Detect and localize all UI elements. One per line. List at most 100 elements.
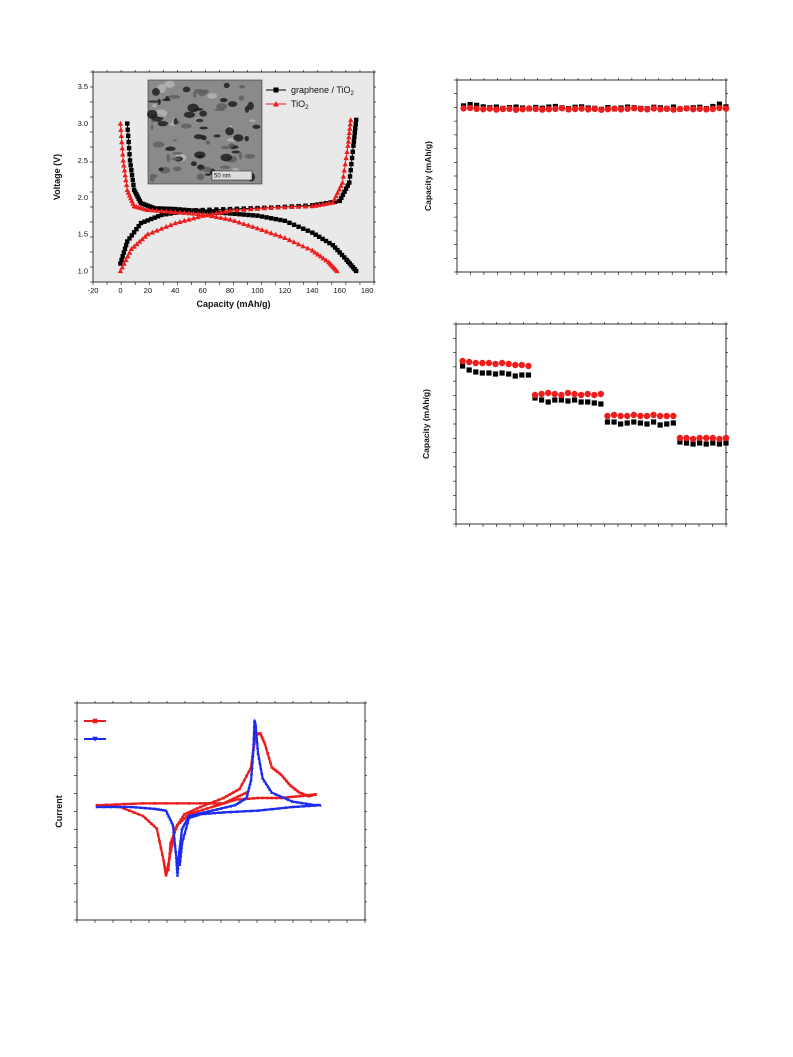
cv-series-0-outer-point bbox=[294, 788, 298, 792]
cv-series-1-inner-point bbox=[290, 805, 295, 809]
cv-series-0-inner-point bbox=[201, 808, 205, 812]
cv-series-1-inner-point bbox=[191, 814, 196, 818]
cv-series-1-outer-point bbox=[115, 805, 120, 809]
rate-series-1-point bbox=[696, 434, 703, 442]
cv-series-1-inner-point bbox=[296, 804, 300, 808]
series-0-discharge-point bbox=[143, 202, 148, 208]
cv-series-1-inner-point bbox=[263, 808, 267, 812]
cv-series-1-outer-point bbox=[235, 801, 240, 806]
series-0-charge-point bbox=[138, 220, 144, 226]
cycling-series-1-point bbox=[696, 105, 703, 113]
rate-series-0-point bbox=[539, 397, 545, 403]
rate-series-0-point bbox=[604, 419, 611, 425]
rate-series-1-point bbox=[479, 359, 486, 367]
cv-series-0-outer-point bbox=[163, 868, 167, 871]
cv-series-0-outer-point bbox=[155, 827, 159, 830]
series-0-discharge-point bbox=[150, 205, 155, 210]
series-0-charge-point bbox=[142, 219, 147, 224]
rate-series-0-point bbox=[624, 420, 630, 426]
rate-series-0-point bbox=[585, 399, 591, 405]
rate-series-0-point bbox=[466, 367, 472, 373]
series-1-charge-point bbox=[123, 257, 129, 263]
series-0-charge-point bbox=[340, 192, 346, 198]
series-0-discharge-point bbox=[255, 213, 260, 218]
cv-series-0-outer-point bbox=[231, 791, 235, 794]
series-0-discharge-point bbox=[145, 203, 151, 208]
cv-series-0-inner-point bbox=[217, 803, 221, 807]
rate-series-1-point bbox=[624, 412, 631, 420]
rate-series-0-point bbox=[459, 363, 466, 369]
series-1-discharge-point bbox=[254, 225, 261, 231]
series-1-discharge-point bbox=[309, 247, 316, 253]
cv-series-0-outer-point bbox=[301, 792, 305, 796]
cv-series-1-inner-point bbox=[189, 815, 194, 819]
cv-series-1-outer-point bbox=[152, 807, 157, 811]
y-tick-label: 1.5 bbox=[78, 230, 88, 239]
rate-series-0-point bbox=[611, 419, 617, 425]
cv-series-1-outer-point bbox=[260, 776, 265, 780]
series-1-charge-point bbox=[347, 117, 354, 123]
series-0-discharge-point bbox=[320, 236, 325, 242]
cycling-series-1-point bbox=[598, 106, 605, 113]
rate-series-1-point bbox=[459, 357, 466, 365]
series-1-charge-point bbox=[346, 130, 353, 135]
series-1-charge-point bbox=[344, 149, 350, 155]
series-0-charge-point bbox=[353, 121, 358, 127]
rate-series-1-point bbox=[512, 361, 519, 369]
series-0-discharge-point bbox=[310, 230, 315, 235]
cycling-series-1-point bbox=[499, 105, 507, 113]
cv-y-axis-label: Current bbox=[54, 795, 64, 828]
series-1-charge-point bbox=[218, 209, 224, 215]
series-1-charge-point bbox=[177, 219, 183, 225]
cycling-series-1-point bbox=[650, 105, 658, 112]
cv-series-1-outer-point bbox=[278, 794, 282, 798]
cv-series-0-inner-point bbox=[192, 811, 195, 815]
series-1-discharge-point bbox=[121, 167, 128, 173]
x-tick-label: -20 bbox=[88, 286, 99, 295]
rate-series-1-point bbox=[558, 391, 565, 399]
voltage-profile-chart: 50 nm -20 0 20 40 60 80 100 120 140 160 180 1.0 1.5 2.… bbox=[52, 70, 376, 309]
inset-particle bbox=[199, 126, 208, 130]
series-1-charge-point bbox=[331, 196, 338, 202]
cv-series-1-outer-point bbox=[175, 870, 180, 874]
cv-legend-marker-0 bbox=[92, 718, 98, 724]
cv-series-0-inner-point bbox=[287, 795, 290, 799]
cv-series-0-outer-point bbox=[161, 853, 164, 856]
series-1-charge-point bbox=[346, 134, 352, 140]
series-0-discharge-point bbox=[127, 158, 133, 163]
series-0-discharge-point bbox=[152, 206, 157, 211]
cv-series-1-outer-point bbox=[169, 820, 174, 824]
cv-series-1-inner-point bbox=[180, 841, 184, 845]
cycling-series-1-point bbox=[466, 104, 474, 112]
cv-series-0-outer-point bbox=[149, 822, 153, 825]
series-0-charge-point bbox=[339, 195, 344, 201]
cycling-series-1-point bbox=[486, 105, 494, 112]
cv-series-1-outer-point bbox=[172, 836, 177, 840]
cv-series-1-outer-point bbox=[242, 797, 246, 801]
cv-series-0-inner-point bbox=[290, 795, 294, 799]
cv-series-0-outer-point bbox=[296, 789, 299, 793]
cv-series-1-outer-point bbox=[295, 800, 299, 804]
inset-particle bbox=[244, 135, 250, 142]
cv-series-0-base-point bbox=[141, 802, 145, 805]
cv-series-1-outer-point bbox=[181, 824, 186, 828]
series-0-charge-point bbox=[337, 198, 342, 204]
rate-series-1-point bbox=[716, 435, 723, 443]
rate-series-1-point bbox=[525, 362, 532, 370]
x-tick-label: 60 bbox=[198, 286, 206, 295]
cv-series-1-outer-point bbox=[240, 799, 244, 803]
cv-series-0-outer-point bbox=[162, 859, 165, 863]
cv-series-0-outer-point bbox=[152, 824, 156, 828]
rate-series-1-point bbox=[564, 389, 572, 397]
series-1-charge-point bbox=[302, 203, 309, 209]
cv-series-0-outer-point bbox=[279, 773, 283, 776]
rate-series-0-point bbox=[710, 440, 716, 446]
series-1-discharge-point bbox=[119, 139, 125, 145]
cv-series-1-outer-point bbox=[252, 736, 256, 740]
series-1-discharge-point bbox=[295, 241, 302, 247]
cv-series-0-inner-point bbox=[167, 868, 170, 872]
cv-series-1-inner-point bbox=[198, 812, 203, 816]
cv-series-1-outer-point bbox=[250, 759, 255, 763]
series-1-discharge-point bbox=[186, 210, 192, 216]
inset-particle bbox=[220, 165, 231, 169]
